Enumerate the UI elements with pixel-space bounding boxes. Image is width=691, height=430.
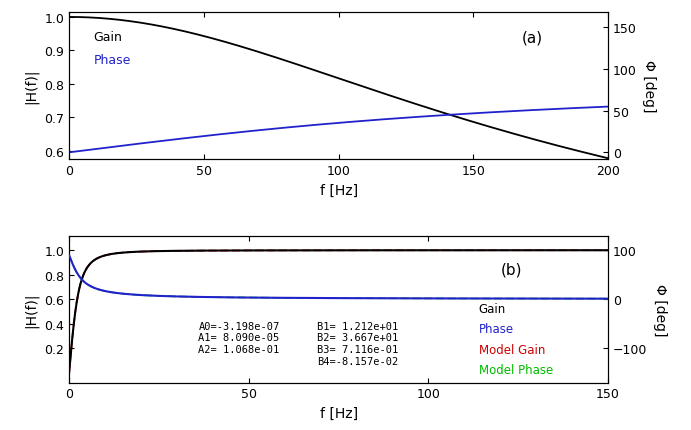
- Text: Model Phase: Model Phase: [479, 364, 553, 377]
- Text: Phase: Phase: [479, 322, 514, 335]
- Text: Phase: Phase: [93, 54, 131, 67]
- Y-axis label: Φ [deg]: Φ [deg]: [642, 60, 656, 113]
- Text: Model Gain: Model Gain: [479, 343, 545, 356]
- Y-axis label: Φ [deg]: Φ [deg]: [653, 283, 667, 335]
- X-axis label: f [Hz]: f [Hz]: [319, 406, 358, 420]
- Text: (a): (a): [522, 31, 543, 46]
- Y-axis label: |H(f)|: |H(f)|: [24, 292, 39, 327]
- Text: (b): (b): [500, 262, 522, 277]
- Text: Gain: Gain: [479, 302, 506, 315]
- Y-axis label: |H(f)|: |H(f)|: [24, 68, 39, 104]
- Text: B1= 1.212e+01
B2= 3.667e+01
B3= 7.116e-01
B4=-8.157e-02: B1= 1.212e+01 B2= 3.667e+01 B3= 7.116e-0…: [317, 321, 398, 366]
- X-axis label: f [Hz]: f [Hz]: [319, 183, 358, 197]
- Text: A0=-3.198e-07
A1= 8.090e-05
A2= 1.068e-01: A0=-3.198e-07 A1= 8.090e-05 A2= 1.068e-0…: [198, 321, 280, 354]
- Text: Gain: Gain: [93, 31, 122, 43]
